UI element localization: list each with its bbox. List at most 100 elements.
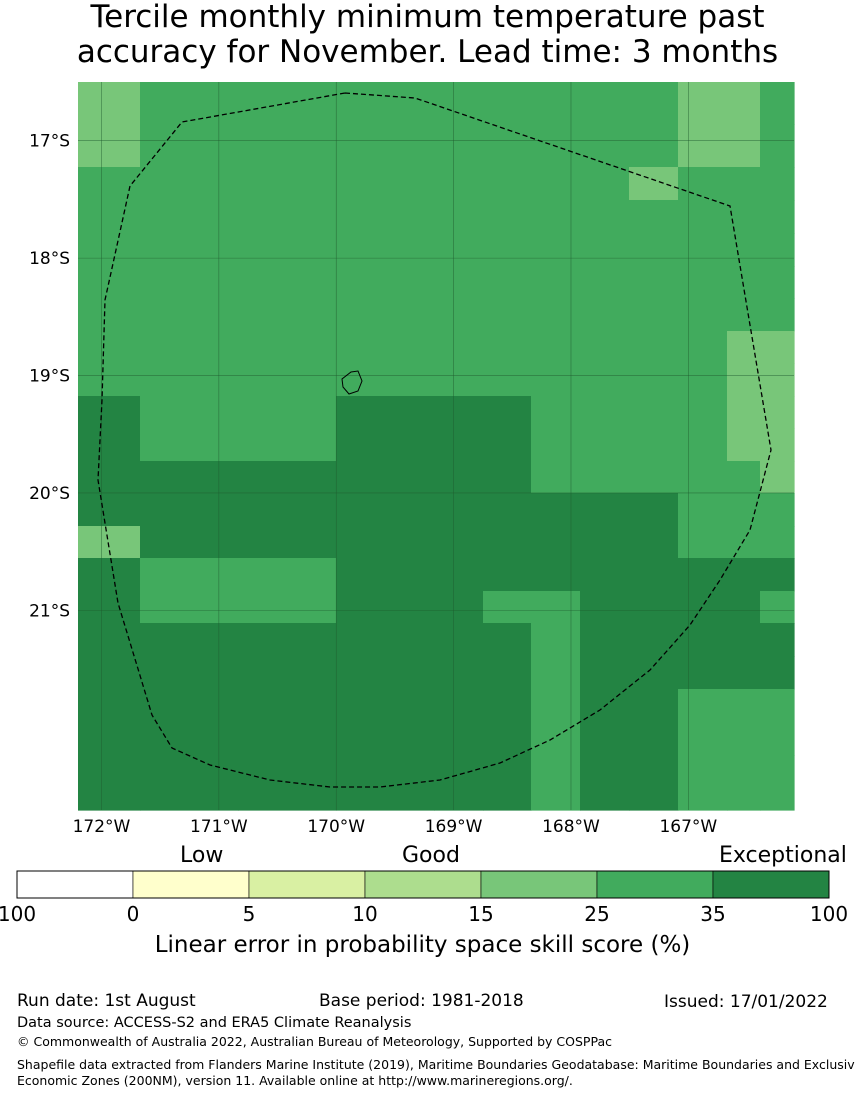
longitude-labels: 172°W 171°W 170°W 169°W 168°W 167°W	[73, 817, 718, 837]
skill-cell	[760, 124, 795, 168]
skill-cell	[483, 689, 532, 756]
skill-cell	[678, 526, 728, 559]
skill-cell	[629, 167, 679, 201]
skill-cell	[531, 363, 581, 397]
skill-cell	[531, 526, 581, 559]
skill-cell	[483, 298, 532, 332]
colorbar-swatch	[712, 870, 830, 899]
shapefile-credit-line-2: Economic Zones (200NM), version 11. Avai…	[17, 1073, 573, 1088]
category-low: Low	[180, 843, 224, 868]
skill-cell	[678, 755, 728, 811]
skill-cell	[140, 461, 239, 494]
skill-cell	[336, 656, 435, 690]
skill-cell	[629, 558, 679, 592]
skill-cell	[434, 755, 484, 811]
skill-cell	[727, 689, 761, 756]
skill-cell	[727, 396, 761, 429]
skill-cell	[760, 298, 795, 332]
colorbar-swatch	[596, 870, 714, 899]
colorbar-tick: 100	[809, 902, 849, 926]
skill-cell	[678, 558, 728, 592]
latitude-labels: 17°S 18°S 19°S 20°S 21°S	[29, 132, 70, 622]
skill-cell	[760, 331, 795, 364]
skill-cell	[760, 526, 795, 559]
skill-cell	[140, 428, 239, 462]
copyright: © Commonwealth of Australia 2022, Austra…	[17, 1034, 612, 1049]
colorbar	[16, 870, 830, 899]
skill-cell	[678, 82, 728, 125]
skill-cell	[78, 656, 141, 690]
category-good: Good	[402, 843, 460, 868]
skill-cell	[140, 200, 239, 234]
skill-cell	[336, 591, 435, 624]
skill-cell	[483, 124, 532, 168]
skill-cell	[678, 656, 728, 690]
skill-cell	[483, 526, 532, 559]
colorbar-tick: 100	[0, 902, 37, 926]
skill-cell	[727, 623, 761, 657]
skill-cell	[483, 233, 532, 267]
longitude-tick-label: 171°W	[190, 817, 248, 837]
skill-cell	[483, 493, 532, 527]
skill-cell	[678, 331, 728, 364]
skill-cell	[727, 526, 761, 559]
skill-cell	[78, 200, 141, 234]
skill-cell	[483, 167, 532, 201]
skill-cell	[140, 167, 239, 201]
skill-cell	[483, 331, 532, 364]
skill-cell	[580, 656, 630, 690]
skill-cell	[483, 591, 532, 624]
data-source: Data source: ACCESS-S2 and ERA5 Climate …	[17, 1015, 412, 1031]
skill-cell	[336, 266, 435, 299]
skill-cell	[238, 591, 337, 624]
skill-cell	[483, 461, 532, 494]
skill-cell	[78, 396, 141, 429]
skill-cell	[336, 124, 435, 168]
skill-cell	[434, 493, 484, 527]
skill-cell	[336, 396, 435, 429]
skill-grid-cells	[78, 82, 795, 811]
skill-cell	[678, 591, 728, 624]
skill-cell	[434, 591, 484, 624]
skill-cell	[580, 266, 630, 299]
skill-cell	[580, 689, 630, 756]
skill-cell	[629, 493, 679, 527]
skill-cell	[78, 558, 141, 592]
skill-cell	[238, 124, 337, 168]
skill-cell	[629, 755, 679, 811]
skill-cell	[336, 623, 435, 657]
skill-cell	[678, 493, 728, 527]
skill-cell	[140, 656, 239, 690]
skill-cell	[727, 233, 761, 267]
skill-cell	[531, 331, 581, 364]
skill-cell	[336, 331, 435, 364]
skill-cell	[434, 396, 484, 429]
skill-cell	[140, 233, 239, 267]
skill-cell	[434, 266, 484, 299]
skill-cell	[727, 591, 761, 624]
skill-cell	[336, 233, 435, 267]
skill-cell	[238, 266, 337, 299]
colorbar-tick: 25	[584, 902, 610, 926]
latitude-tick-label: 20°S	[29, 484, 70, 504]
skill-cell	[531, 298, 581, 332]
skill-cell	[760, 82, 795, 125]
colorbar-frame	[16, 870, 830, 899]
skill-cell	[629, 124, 679, 168]
skill-cell	[336, 82, 435, 125]
skill-cell	[238, 331, 337, 364]
skill-cell	[629, 331, 679, 364]
skill-cell	[727, 167, 761, 201]
skill-cell	[140, 298, 239, 332]
skill-cell	[678, 363, 728, 397]
colorbar-title: Linear error in probability space skill …	[154, 932, 691, 958]
graticule	[78, 82, 794, 810]
skill-cell	[78, 428, 141, 462]
skill-cell	[238, 689, 337, 756]
skill-cell	[140, 591, 239, 624]
longitude-tick-label: 170°W	[307, 817, 365, 837]
skill-cell	[238, 526, 337, 559]
skill-cell	[434, 200, 484, 234]
skill-cell	[140, 755, 239, 811]
skill-cell	[727, 428, 761, 462]
